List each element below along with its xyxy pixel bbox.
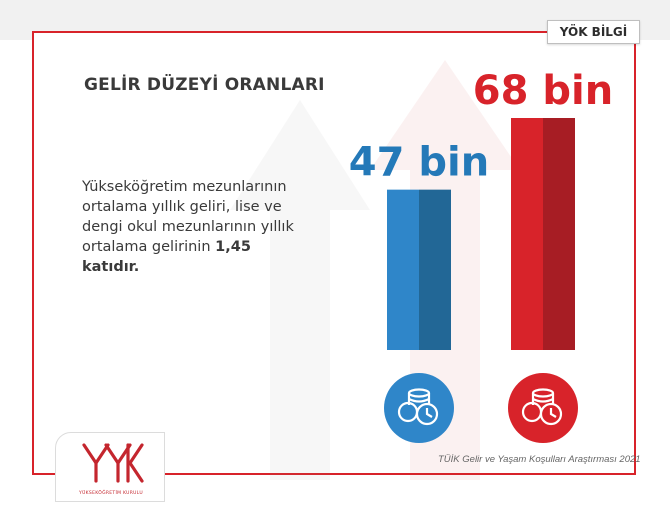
bar-1-value-label: 47 bin xyxy=(349,140,489,186)
yok-bilgi-badge: YÖK BİLGİ xyxy=(547,20,640,44)
coins-clock-icon xyxy=(384,373,454,443)
bar-1-left xyxy=(387,189,419,350)
bar-2-value-label: 68 bin xyxy=(473,68,613,114)
bar-2-right xyxy=(543,118,575,350)
bar-2-left xyxy=(511,118,543,350)
bar-1-right xyxy=(419,189,451,350)
yok-logo: YÜKSEKÖĞRETİM KURULU xyxy=(55,432,165,502)
page-title: GELİR DÜZEYİ ORANLARI xyxy=(84,75,325,95)
bar-1 xyxy=(387,189,451,350)
description-highlight: 1,45 katıdır. xyxy=(82,239,251,275)
description-text: Yükseköğretim mezunlarının ortalama yıll… xyxy=(82,177,312,277)
bar-2 xyxy=(511,118,575,350)
source-note: TÜİK Gelir ve Yaşam Koşulları Araştırmas… xyxy=(438,454,641,465)
yok-logo-icon xyxy=(82,443,144,483)
logo-caption: YÜKSEKÖĞRETİM KURULU xyxy=(79,491,143,496)
description-body: Yükseköğretim mezunlarının ortalama yıll… xyxy=(82,179,294,255)
coins-clock-icon xyxy=(508,373,578,443)
